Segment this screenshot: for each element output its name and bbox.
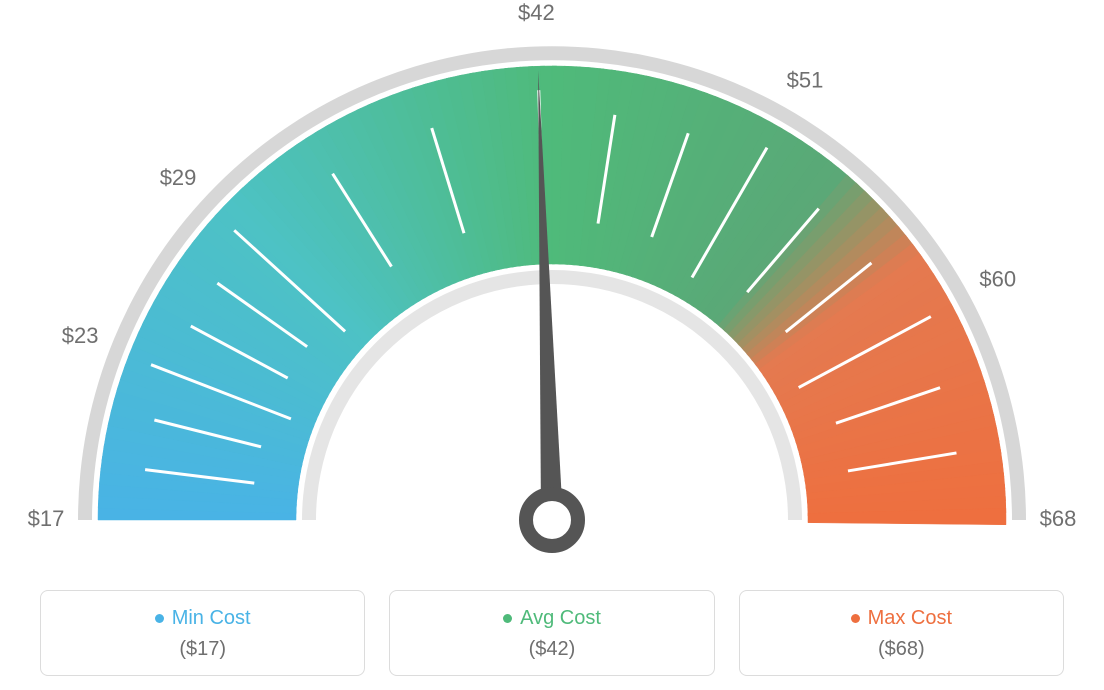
legend-title-min: Min Cost [155,607,251,630]
legend-value: ($42) [398,638,705,661]
legend-card-max: Max Cost ($68) [739,590,1064,676]
gauge-svg: $17 $23 $29 $42 $51 $60 $68 [0,0,1104,560]
svg-text:$60: $60 [979,266,1016,291]
legend-value: ($68) [748,638,1055,661]
dot-icon [155,614,164,623]
svg-text:$51: $51 [787,68,824,93]
legend-label: Avg Cost [520,607,601,630]
legend-title-max: Max Cost [851,607,952,630]
svg-text:$23: $23 [62,323,99,348]
legend-label: Max Cost [868,607,952,630]
legend-value: ($17) [49,638,356,661]
legend-label: Min Cost [172,607,251,630]
legend-row: Min Cost ($17) Avg Cost ($42) Max Cost (… [0,590,1104,676]
legend-card-min: Min Cost ($17) [40,590,365,676]
svg-text:$68: $68 [1040,506,1077,531]
dot-icon [503,614,512,623]
svg-text:$17: $17 [28,506,65,531]
svg-text:$29: $29 [160,165,197,190]
legend-card-avg: Avg Cost ($42) [389,590,714,676]
svg-text:$42: $42 [518,0,555,25]
legend-title-avg: Avg Cost [503,607,601,630]
gauge-chart: $17 $23 $29 $42 $51 $60 $68 [0,0,1104,560]
dot-icon [851,614,860,623]
